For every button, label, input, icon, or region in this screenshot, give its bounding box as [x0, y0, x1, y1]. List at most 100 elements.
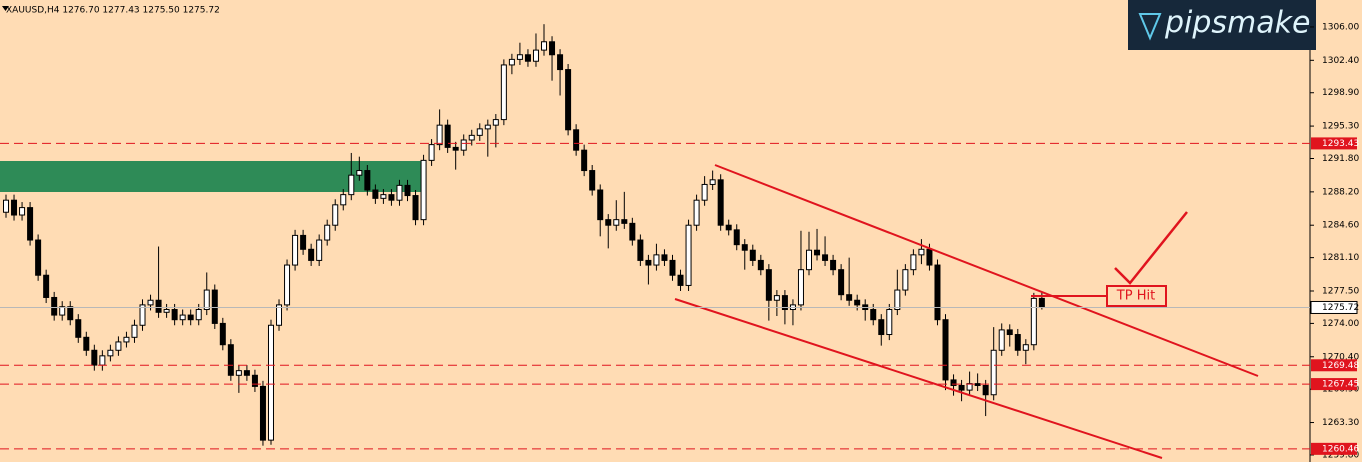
candle-body [685, 224, 692, 286]
candle-body [797, 269, 804, 306]
candle-body [781, 295, 788, 311]
candle-body [3, 199, 9, 213]
candle-body [693, 199, 700, 226]
y-tick-label: 1295.30 [1322, 122, 1359, 132]
candle-body [35, 239, 42, 276]
candle-body [75, 319, 82, 338]
level-label: 1260.46 [1322, 444, 1359, 454]
candle-body [476, 128, 483, 136]
candle-body [444, 124, 451, 148]
candle-body [653, 254, 660, 266]
candle-body [894, 289, 901, 311]
candle-body [11, 199, 18, 216]
candle-body [163, 309, 170, 313]
candle-body [436, 124, 443, 146]
candle-body [1006, 329, 1013, 336]
candle-body [958, 384, 965, 391]
current-price-box [1310, 300, 1358, 314]
candle-body [1038, 297, 1045, 308]
candle-body [926, 248, 933, 266]
candle-body [412, 195, 419, 221]
candle-body [1014, 334, 1021, 351]
candle-body [524, 54, 531, 62]
candle-body [83, 336, 90, 351]
candle-body [292, 234, 299, 266]
candle-body [645, 259, 652, 266]
candle-body [918, 248, 925, 256]
candle-body [276, 304, 283, 326]
candle-body [749, 249, 756, 261]
candle-body [468, 134, 475, 141]
candle-body [356, 170, 363, 176]
candle-body [757, 259, 764, 271]
candle-body [43, 274, 50, 298]
candle-body [822, 254, 829, 261]
level-box [1311, 359, 1357, 372]
candle-body [500, 64, 507, 121]
candle-body [155, 299, 162, 313]
y-tick-label: 1277.50 [1322, 286, 1359, 296]
y-tick-label: 1302.40 [1322, 56, 1359, 66]
candles [3, 24, 1045, 446]
candle-body [492, 119, 499, 126]
candle-body [532, 49, 539, 62]
candle-body [621, 219, 628, 224]
level-label: 1293.43 [1322, 139, 1359, 149]
candle-body [830, 259, 837, 271]
candle-body [211, 289, 218, 324]
chart-header: XAUUSD,H4 1276.70 1277.43 1275.50 1275.7… [6, 6, 220, 16]
candle-body [677, 274, 684, 286]
candle-body [990, 349, 997, 396]
candle-body [139, 304, 146, 326]
candle-body [765, 269, 772, 301]
candle-body [878, 319, 885, 336]
supply-zone [0, 161, 425, 192]
candle-body [300, 234, 307, 250]
y-tick-label: 1263.30 [1322, 418, 1359, 428]
y-tick-label: 1288.20 [1322, 187, 1359, 197]
tp-annotation: TP Hit [1031, 211, 1188, 307]
logo-box [1128, 0, 1316, 50]
candle-body [934, 264, 941, 321]
candle-body [806, 249, 812, 271]
candle-body [460, 139, 467, 151]
y-tick-label: 1306.00 [1322, 22, 1359, 32]
candle-body [870, 309, 877, 321]
candle-body [508, 58, 515, 66]
candle-body [950, 379, 957, 386]
candle-body [589, 170, 596, 191]
candle-body [886, 309, 893, 336]
candle-body [966, 383, 973, 391]
candle-body [340, 194, 347, 206]
candle-body [219, 322, 226, 346]
candle-body [725, 224, 732, 231]
candle-body [597, 189, 604, 221]
candle-body [428, 144, 435, 161]
candle-body [267, 324, 274, 441]
candle-body [171, 309, 178, 321]
candle-body [115, 341, 122, 351]
candle-body [773, 295, 780, 301]
candle-body [613, 219, 620, 226]
candle-body [308, 248, 315, 261]
candle-body [565, 69, 572, 131]
candle-body [974, 383, 981, 386]
candle-body [235, 370, 242, 376]
candle-body [741, 244, 748, 251]
candle-body [27, 207, 34, 241]
candle-body [51, 296, 58, 316]
candle-body [541, 41, 548, 51]
candle-body [251, 374, 258, 387]
candle-body [364, 170, 371, 191]
logo-text: pipsmake [1164, 6, 1311, 41]
channel [674, 164, 1259, 459]
check-mark [1114, 211, 1188, 285]
candle-body [717, 179, 724, 226]
y-tick-label: 1274.00 [1322, 319, 1359, 329]
candle-body [452, 146, 459, 151]
candle-body [581, 149, 588, 172]
y-tick-label: 1291.80 [1322, 154, 1359, 164]
candle-body [324, 224, 331, 241]
